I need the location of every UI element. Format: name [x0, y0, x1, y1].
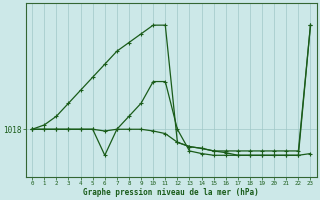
X-axis label: Graphe pression niveau de la mer (hPa): Graphe pression niveau de la mer (hPa)	[84, 188, 259, 197]
